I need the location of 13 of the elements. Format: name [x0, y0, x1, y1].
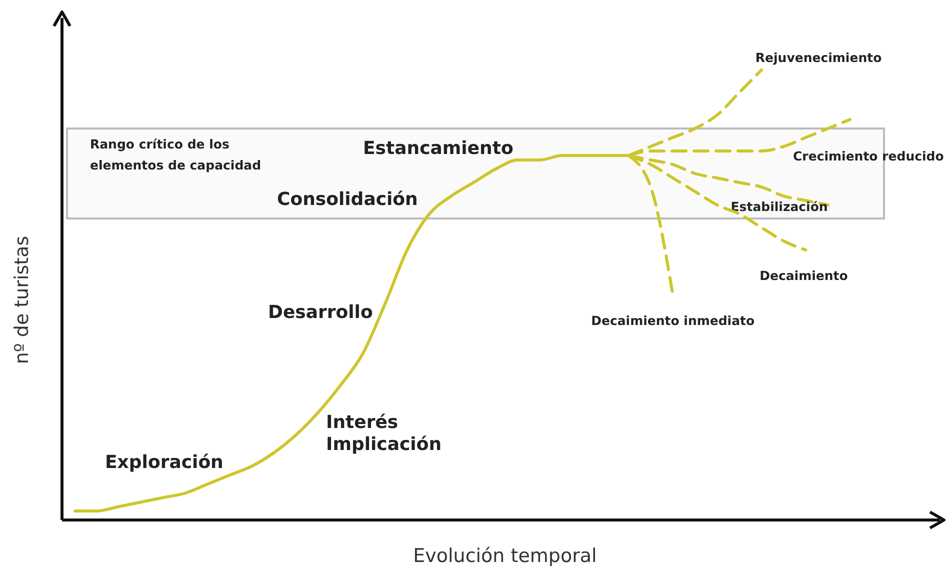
y-axis-title: nº de turistas — [11, 236, 33, 364]
annotation: Consolidación — [277, 189, 418, 210]
annotation: Estancamiento — [363, 138, 514, 159]
annotation: Desarrollo — [268, 302, 373, 323]
series-label: Crecimiento reducido — [793, 148, 944, 164]
text: Decaimiento — [760, 268, 848, 283]
series-label: Rejuvenecimiento — [755, 50, 882, 65]
band-label: Rango crítico de los elementos de capacidad — [90, 136, 262, 172]
annotation: Exploración — [105, 452, 224, 473]
x-axis-title: Evolución temporal — [413, 545, 597, 567]
annotation: Interés Implicación — [326, 412, 442, 455]
text: Decaimiento inmediato — [591, 313, 756, 328]
series-label: Estabilización — [730, 199, 828, 214]
